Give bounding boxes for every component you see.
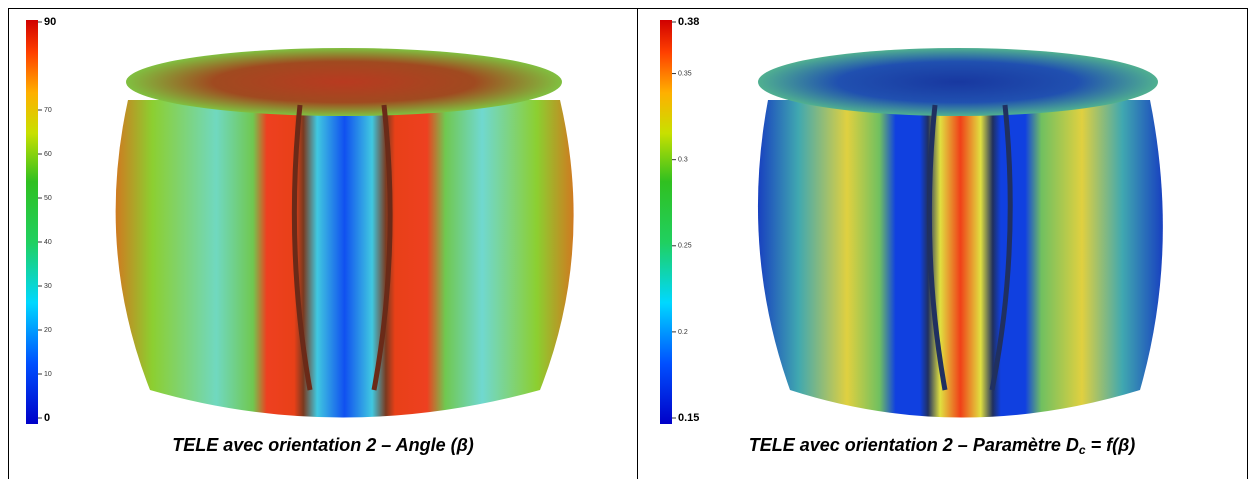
colorbar-tick-label: 50 <box>44 195 52 202</box>
caption: TELE avec orientation 2 – Angle (β) <box>172 435 474 455</box>
colorbar-tick-label: 60 <box>44 151 52 158</box>
colorbar-gradient <box>660 20 672 424</box>
caption-text: = f(β) <box>1086 435 1136 455</box>
colorbar-tick-label: 40 <box>44 239 52 246</box>
colorbar-tick-label: 0.3 <box>678 157 688 164</box>
render-left <box>115 48 574 418</box>
colorbar-tick-label: 0.15 <box>678 412 699 424</box>
colorbar-tick-label: 0 <box>44 412 50 424</box>
render-right <box>757 48 1163 418</box>
colorbar-tick-label: 30 <box>44 283 52 290</box>
colorbar-tick-label: 0.38 <box>678 16 699 28</box>
colorbar-tick-label: 70 <box>44 107 52 114</box>
colorbar: 90 70 60 50 40 30 20 10 0 <box>26 16 56 424</box>
colorbar-tick-label: 10 <box>44 371 52 378</box>
caption-subscript: c <box>1079 443 1086 457</box>
colorbar-tick-label: 20 <box>44 327 52 334</box>
colorbar-gradient <box>26 20 38 424</box>
colorbar-tick-label: 0.35 <box>678 70 692 77</box>
colorbar-tick-label: 90 <box>44 16 56 28</box>
colorbar: 0.38 0.35 0.3 0.25 0.2 0.15 <box>660 16 699 424</box>
caption-text: TELE avec orientation 2 – Paramètre D <box>749 435 1079 455</box>
colorbar-tick-label: 0.2 <box>678 329 688 336</box>
colorbar-tick-label: 0.25 <box>678 243 692 250</box>
caption: TELE avec orientation 2 – Paramètre Dc =… <box>749 435 1136 457</box>
frame <box>8 8 1248 479</box>
